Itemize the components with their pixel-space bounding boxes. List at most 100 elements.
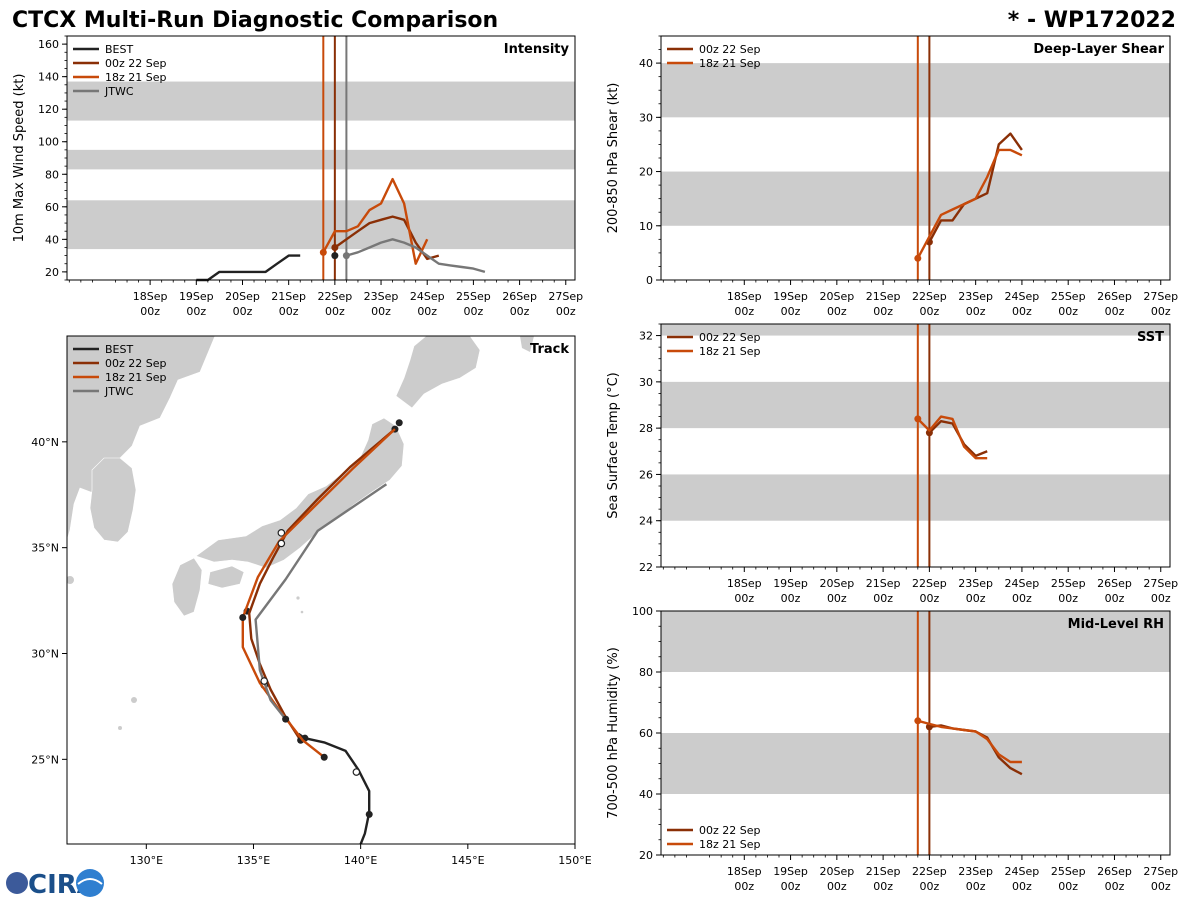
legend-label: 00z 22 Sep (699, 331, 761, 344)
legend-label: 00z 22 Sep (105, 57, 167, 70)
x-tick-label: 00z (233, 305, 253, 318)
threshold-band (661, 733, 1170, 794)
shikoku-landmass (207, 565, 245, 589)
x-tick-label: 26Sep (1097, 290, 1132, 303)
x-tick-label: 130°E (130, 854, 163, 867)
track-point-open (260, 677, 268, 685)
x-tick-label: 00z (325, 305, 345, 318)
page-title: CTCX Multi-Run Diagnostic Comparison (12, 8, 498, 33)
x-tick-label: 19Sep (179, 290, 214, 303)
y-tick-label: 24 (639, 515, 653, 528)
x-tick-label: 27Sep (1143, 577, 1178, 590)
data-point (319, 248, 327, 256)
y-tick-label: 10 (639, 220, 653, 233)
x-tick-label: 00z (873, 305, 893, 318)
series-line (917, 719, 1022, 764)
y-tick-label: 0 (646, 274, 653, 287)
legend-label: 18z 21 Sep (699, 838, 761, 851)
intensity-panel: 18Sep 00z 19Sep 00z 20Sep 00z 21Sep 00z 22Sep 00z… (12, 35, 583, 318)
x-tick-label: 26Sep (1097, 577, 1132, 590)
series-line (322, 177, 429, 265)
threshold-band (661, 474, 1170, 521)
y-tick-label: 26 (639, 468, 653, 481)
honshu-landmass (195, 417, 405, 569)
x-tick-label: 150°E (558, 854, 591, 867)
x-tick-label: 00z (140, 305, 160, 318)
x-tick-label: 21Sep (271, 290, 306, 303)
x-tick-label: 21Sep (866, 290, 901, 303)
x-tick-label: 00z (371, 305, 391, 318)
x-tick-label: 25Sep (1051, 290, 1086, 303)
y-tick-label: 100 (38, 136, 59, 149)
y-tick-label: 60 (45, 201, 59, 214)
x-tick-label: 25Sep (1051, 577, 1086, 590)
x-tick-label: 00z (417, 305, 437, 318)
legend-label: 18z 21 Sep (699, 345, 761, 358)
x-tick-label: 00z (827, 880, 847, 893)
korea-landmass (89, 457, 137, 543)
x-tick-label: 00z (919, 305, 939, 318)
x-tick-label: 23Sep (958, 577, 993, 590)
y-axis-label: Sea Surface Temp (°C) (606, 372, 621, 519)
x-tick-label: 25Sep (456, 290, 491, 303)
x-tick-label: 18Sep (727, 290, 762, 303)
cira-logo: CIRA (6, 869, 104, 900)
series-line (916, 415, 988, 460)
y-tick-label: 20 (639, 849, 653, 862)
x-tick-label: 20Sep (819, 865, 854, 878)
x-tick-label: 21Sep (866, 865, 901, 878)
x-tick-label: 22Sep (912, 290, 947, 303)
x-tick-label: 00z (966, 592, 986, 605)
x-tick-label: 19Sep (773, 577, 808, 590)
threshold-band (661, 611, 1170, 672)
rh-panel: 18Sep 00z 19Sep 00z 20Sep 00z 21Sep 00z 22Sep 00z… (606, 605, 1178, 893)
y-tick-label: 80 (639, 666, 653, 679)
legend-label: BEST (105, 43, 133, 56)
legend-label: JTWC (104, 385, 134, 398)
y-axis-label: 10m Max Wind Speed (kt) (12, 74, 27, 243)
x-tick-label: 00z (1105, 880, 1125, 893)
series-line (196, 254, 301, 282)
logo-globe-icon (6, 872, 28, 894)
y-tick-label: 35°N (31, 542, 59, 555)
y-tick-label: 40°N (31, 436, 59, 449)
series-line (254, 483, 388, 720)
sakhalin-landmass (520, 336, 534, 352)
y-tick-label: 60 (639, 727, 653, 740)
island (131, 697, 137, 703)
y-tick-label: 30 (639, 111, 653, 124)
track-point-open (352, 768, 361, 776)
x-tick-label: 00z (510, 305, 530, 318)
x-tick-label: 00z (919, 880, 939, 893)
panel-title: Track (530, 342, 569, 357)
island (67, 576, 74, 584)
track-point (282, 715, 290, 723)
x-tick-label: 26Sep (1097, 865, 1132, 878)
x-tick-label: 140°E (344, 854, 377, 867)
storm-id: * - WP172022 (1008, 8, 1176, 33)
x-tick-label: 20Sep (819, 577, 854, 590)
hokkaido-landmass (395, 336, 481, 409)
y-tick-label: 30°N (31, 648, 59, 661)
track-point (320, 753, 328, 761)
x-tick-label: 22Sep (317, 290, 352, 303)
x-tick-label: 23Sep (958, 290, 993, 303)
x-tick-label: 22Sep (912, 865, 947, 878)
panel-title: Mid-Level RH (1068, 617, 1164, 632)
y-tick-label: 120 (38, 103, 59, 116)
y-tick-label: 20 (45, 266, 59, 279)
y-tick-label: 140 (38, 71, 59, 84)
x-tick-label: 135°E (237, 854, 270, 867)
x-tick-label: 00z (966, 880, 986, 893)
x-tick-label: 00z (827, 305, 847, 318)
track-point-open (277, 539, 286, 548)
legend-label: 00z 22 Sep (699, 43, 761, 56)
y-tick-label: 20 (639, 166, 653, 179)
x-tick-label: 00z (1058, 880, 1078, 893)
threshold-band (661, 324, 1170, 336)
y-tick-label: 30 (639, 376, 653, 389)
legend-label: 18z 21 Sep (105, 71, 167, 84)
x-tick-label: 26Sep (502, 290, 537, 303)
threshold-band (67, 149, 575, 170)
island (118, 726, 122, 730)
